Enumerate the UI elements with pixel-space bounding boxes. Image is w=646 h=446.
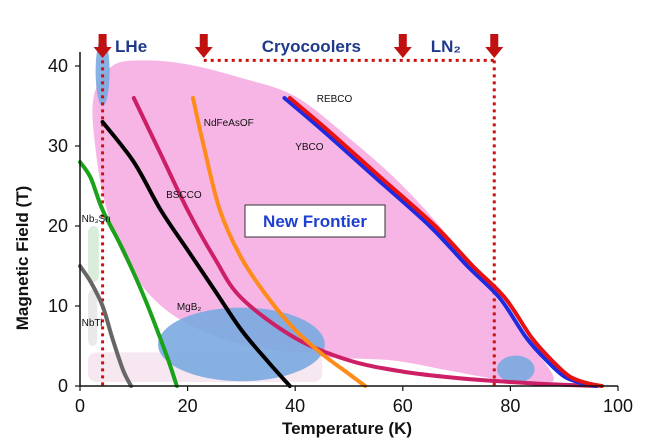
curve-ybco — [282, 96, 599, 388]
x-tick-label-2: 40 — [285, 396, 305, 416]
down-arrow-icon-2 — [393, 34, 412, 58]
curve-label-mgb: MgB₂ — [177, 302, 202, 313]
curve-label-rebco: REBCO — [317, 94, 353, 105]
curve-label-nbti: NbTi — [82, 318, 103, 329]
y-tick-label-0: 0 — [58, 376, 68, 396]
tick-layer: 0 20 40 60 80 100 0 10 20 30 40 — [48, 56, 633, 416]
ln2-ellipse — [496, 355, 535, 383]
x-tick-label-3: 60 — [393, 396, 413, 416]
curve-label-ndfeasof: NdFeAsOF — [204, 118, 254, 129]
curve-nbti — [78, 264, 134, 388]
x-tick-label-4: 80 — [500, 396, 520, 416]
new-frontier-box: New Frontier — [244, 204, 386, 238]
new-frontier-label: New Frontier — [263, 212, 367, 231]
y-tick-label-4: 40 — [48, 56, 68, 76]
x-tick-label-1: 20 — [178, 396, 198, 416]
top-label-ln: LN₂ — [431, 37, 461, 56]
curve-nb3sn — [78, 160, 179, 388]
curve-label-nbsn: Nb₃Sn — [82, 214, 111, 225]
curve-label-ybco: YBCO — [295, 142, 324, 153]
curve-label-bscco: BSCCO — [166, 190, 202, 201]
down-arrow-icon-0 — [93, 34, 112, 58]
y-tick-label-3: 30 — [48, 136, 68, 156]
y-axis-title: Magnetic Field (T) — [13, 186, 32, 331]
lhe-ellipse — [95, 37, 110, 106]
down-arrow-icon-1 — [194, 34, 213, 58]
mgb2-ellipse — [158, 307, 325, 382]
top-label-lhe: LHe — [115, 37, 147, 56]
curve-label-layer: REBCO YBCO NdFeAsOF BSCCO Nb₃Sn MgB₂ NbTi — [82, 94, 353, 329]
curve-mgb2 — [100, 120, 292, 388]
top-label-cryocoolers: Cryocoolers — [262, 37, 361, 56]
new-frontier-frame — [244, 204, 386, 238]
y-tick-label-2: 20 — [48, 216, 68, 236]
x-tick-label-0: 0 — [75, 396, 85, 416]
arrow-layer — [93, 34, 504, 58]
x-axis-title: Temperature (K) — [282, 419, 412, 438]
curve-ndfeasof — [190, 96, 368, 388]
x-tick-label-5: 100 — [603, 396, 633, 416]
y-tick-label-1: 10 — [48, 296, 68, 316]
curve-layer — [78, 96, 604, 388]
axes — [79, 52, 618, 387]
top-label-layer: LHe Cryocoolers LN₂ — [115, 37, 461, 56]
nb3sn-region — [88, 226, 99, 282]
down-arrow-icon-3 — [485, 34, 504, 58]
annotation-lines — [101, 58, 496, 386]
curve-rebco — [287, 96, 604, 388]
nbti-region — [88, 290, 98, 346]
